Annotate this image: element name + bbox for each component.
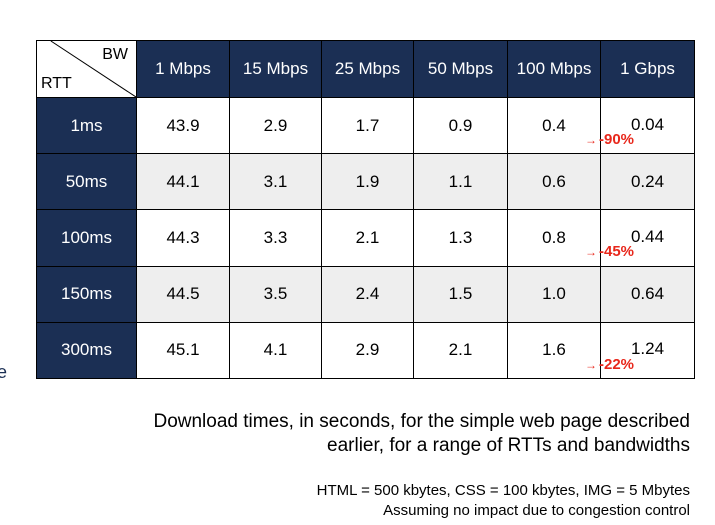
- cell-value: 0.44: [630, 226, 665, 246]
- table-cell: 44.1: [136, 153, 230, 211]
- arrow-right-icon: →: [585, 133, 597, 147]
- arrow-right-icon: →: [585, 357, 597, 372]
- col-header-15mbps: 15 Mbps: [229, 40, 322, 98]
- table-cell: 0.4: [507, 96, 601, 155]
- note-line-2: Assuming no impact due to congestion con…: [383, 502, 690, 519]
- caption-line-1: Download times, in seconds, for the simp…: [153, 411, 690, 432]
- table-cell: 2.4: [321, 265, 414, 323]
- table-cell: 2.1: [413, 321, 508, 380]
- reduction-percent: -45%: [599, 243, 635, 261]
- col-header-50mbps: 50 Mbps: [413, 40, 508, 98]
- table-cell: 3.1: [229, 153, 322, 211]
- reduction-annotation: → -22%: [585, 357, 634, 373]
- table-cell: 3.5: [229, 265, 322, 323]
- col-header-1gbps: 1 Gbps: [600, 40, 695, 98]
- table-row-300ms: 300ms 45.1 4.1 2.9 2.1 1.6 1.24 → -22%: [36, 321, 695, 380]
- table-cell: 0.64: [600, 265, 695, 323]
- row-header-100ms: 100ms: [36, 209, 137, 267]
- table-cell-1gbps: 0.44 → -45%: [585, 209, 695, 267]
- header-row: BW RTT 1 Mbps 15 Mbps 25 Mbps 50 Mbps 10…: [36, 40, 695, 98]
- table-cell: 4.1: [229, 321, 322, 380]
- row-header-1ms: 1ms: [36, 96, 137, 155]
- table-cell: 43.9: [136, 96, 230, 155]
- table-row-150ms: 150ms 44.5 3.5 2.4 1.5 1.0 0.64: [36, 265, 695, 323]
- rtt-bandwidth-table: BW RTT 1 Mbps 15 Mbps 25 Mbps 50 Mbps 10…: [36, 40, 695, 380]
- reduction-percent: -22%: [599, 355, 635, 373]
- table-cell: 2.9: [229, 96, 322, 155]
- table-cell: 2.1: [321, 209, 414, 267]
- table-row-100ms: 100ms 44.3 3.3 2.1 1.3 0.8 0.44 → -45%: [36, 209, 695, 267]
- table-cell: 1.6: [507, 321, 601, 380]
- table-cell: 3.3: [229, 209, 322, 267]
- table-cell-1gbps: 1.24 → -22%: [585, 321, 695, 380]
- table-caption: Download times, in seconds, for the simp…: [30, 410, 690, 458]
- col-header-100mbps: 100 Mbps: [507, 40, 601, 98]
- arrow-right-icon: →: [585, 245, 597, 260]
- cell-value: 0.04: [630, 114, 665, 134]
- table-cell: 1.0: [507, 265, 601, 323]
- table-cell: 1.9: [321, 153, 414, 211]
- table-cell: 0.9: [413, 96, 508, 155]
- note-line-1: HTML = 500 kbytes, CSS = 100 kbytes, IMG…: [316, 482, 690, 499]
- assumptions-note: HTML = 500 kbytes, CSS = 100 kbytes, IMG…: [30, 481, 690, 521]
- table-cell: 1.7: [321, 96, 414, 155]
- caption-line-2: earlier, for a range of RTTs and bandwid…: [327, 435, 690, 456]
- reduction-percent: -90%: [599, 131, 635, 148]
- col-header-25mbps: 25 Mbps: [321, 40, 414, 98]
- row-header-300ms: 300ms: [36, 321, 137, 380]
- corner-rtt-label: RTT: [41, 75, 72, 92]
- table-cell: 45.1: [136, 321, 230, 380]
- table-cell: 1.3: [413, 209, 508, 267]
- table-row-50ms: 50ms 44.1 3.1 1.9 1.1 0.6 0.24: [36, 153, 695, 211]
- table-row-1ms: 1ms 43.9 2.9 1.7 0.9 0.4 0.04 → -90%: [36, 96, 695, 155]
- cropped-edge-text: e: [0, 362, 8, 382]
- table-cell: 44.5: [136, 265, 230, 323]
- table-cell: 0.24: [600, 153, 695, 211]
- table-cell: 0.6: [507, 153, 601, 211]
- cell-value: 1.24: [630, 339, 665, 359]
- row-header-50ms: 50ms: [36, 153, 137, 211]
- col-header-1mbps: 1 Mbps: [136, 40, 230, 98]
- download-times-table: BW RTT 1 Mbps 15 Mbps 25 Mbps 50 Mbps 10…: [36, 40, 695, 380]
- corner-bw-label: BW: [102, 46, 128, 63]
- reduction-annotation: → -90%: [585, 132, 634, 148]
- table-cell-1gbps: 0.04 → -90%: [585, 96, 695, 155]
- table-cell: 1.5: [413, 265, 508, 323]
- corner-diagonal: [50, 41, 136, 97]
- row-header-150ms: 150ms: [36, 265, 137, 323]
- table-cell: 44.3: [136, 209, 230, 267]
- corner-cell: BW RTT: [36, 40, 137, 98]
- table-cell: 1.1: [413, 153, 508, 211]
- table-cell: 2.9: [321, 321, 414, 380]
- reduction-annotation: → -45%: [585, 244, 634, 260]
